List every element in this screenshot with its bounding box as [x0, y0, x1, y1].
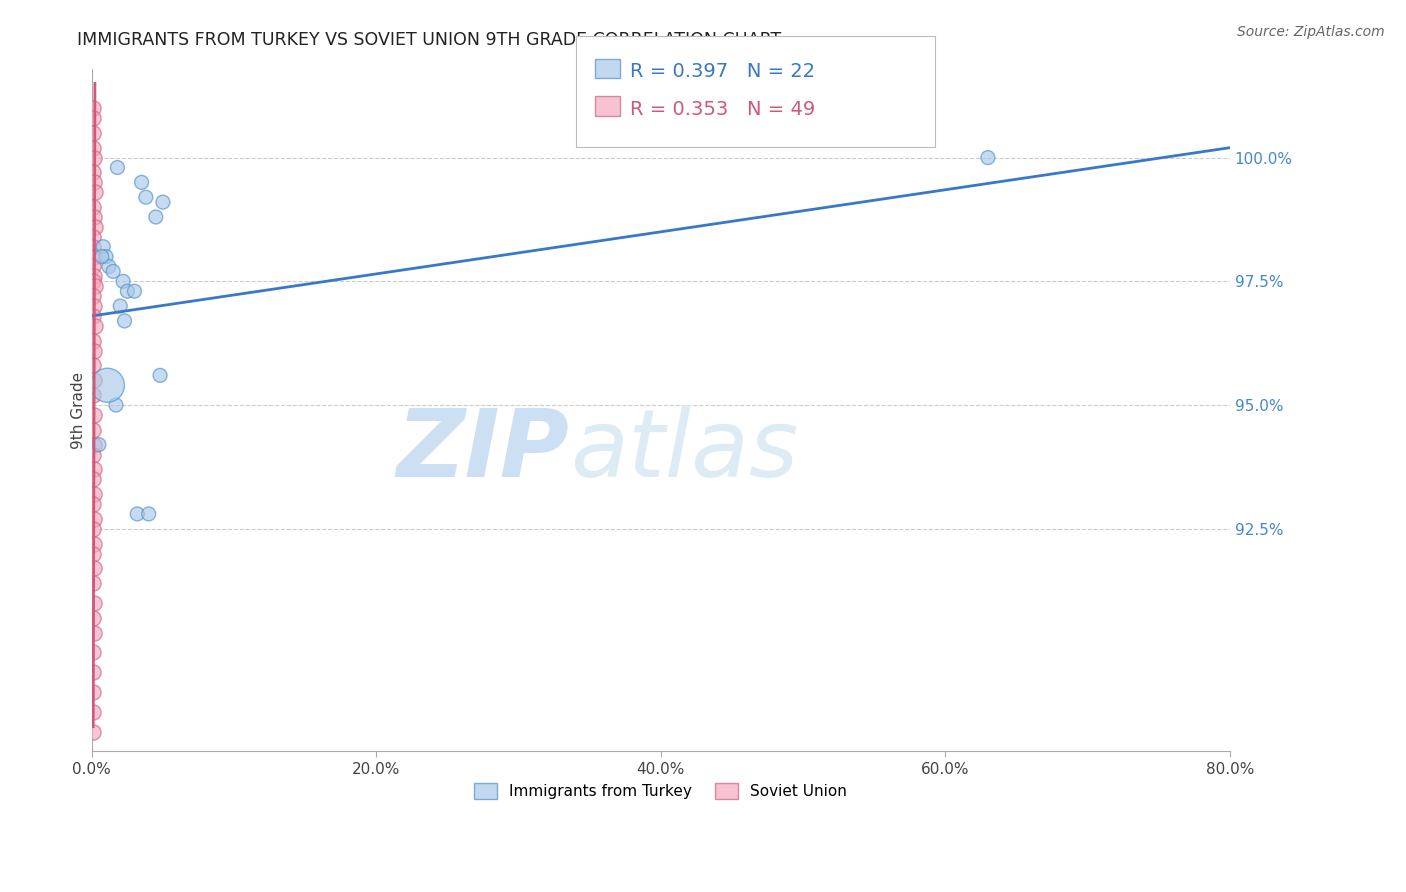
Point	[82, 547, 104, 561]
Point	[82, 101, 104, 115]
Point	[110, 299, 132, 313]
Point	[82, 229, 104, 244]
Text: R = 0.353   N = 49: R = 0.353 N = 49	[630, 100, 815, 119]
Y-axis label: 9th Grade: 9th Grade	[72, 371, 86, 449]
Point	[131, 175, 153, 189]
Point	[83, 269, 105, 284]
Point	[82, 200, 104, 214]
Point	[82, 665, 104, 680]
Point	[82, 724, 104, 739]
Point	[82, 260, 104, 274]
Point	[145, 210, 167, 224]
Point	[82, 141, 104, 155]
Point	[83, 462, 105, 476]
Text: ZIP: ZIP	[396, 405, 569, 497]
Point	[114, 314, 136, 328]
Point	[82, 111, 104, 125]
Point	[83, 408, 105, 422]
Point	[105, 161, 128, 175]
Point	[97, 260, 120, 274]
Point	[977, 151, 1000, 165]
Point	[82, 472, 104, 486]
Point	[82, 388, 104, 402]
Point	[83, 512, 105, 526]
Point	[82, 274, 104, 288]
Point	[83, 536, 105, 550]
Point	[101, 264, 124, 278]
Point	[82, 334, 104, 348]
Point	[82, 448, 104, 462]
Text: atlas: atlas	[569, 406, 799, 497]
Point	[83, 437, 105, 451]
Point	[87, 437, 110, 451]
Point	[117, 284, 139, 298]
Point	[82, 289, 104, 303]
Point	[83, 596, 105, 610]
Point	[124, 284, 146, 298]
Point	[138, 507, 160, 521]
Point	[83, 561, 105, 575]
Point	[91, 240, 114, 254]
Point	[112, 274, 135, 288]
Point	[83, 487, 105, 501]
Point	[82, 240, 104, 254]
Point	[82, 576, 104, 591]
Text: Source: ZipAtlas.com: Source: ZipAtlas.com	[1237, 25, 1385, 39]
Point	[83, 210, 105, 224]
Point	[127, 507, 149, 521]
Point	[83, 343, 105, 358]
Legend: Immigrants from Turkey, Soviet Union: Immigrants from Turkey, Soviet Union	[468, 777, 853, 805]
Point	[82, 497, 104, 511]
Point	[83, 318, 105, 333]
Point	[83, 299, 105, 313]
Point	[90, 250, 112, 264]
Text: IMMIGRANTS FROM TURKEY VS SOVIET UNION 9TH GRADE CORRELATION CHART: IMMIGRANTS FROM TURKEY VS SOVIET UNION 9…	[77, 31, 782, 49]
Point	[94, 250, 117, 264]
Point	[83, 279, 105, 293]
Point	[152, 195, 174, 210]
Point	[83, 151, 105, 165]
Point	[149, 368, 172, 383]
Point	[104, 398, 127, 412]
Point	[135, 190, 157, 204]
Point	[82, 685, 104, 699]
Point	[83, 250, 105, 264]
Text: R = 0.397   N = 22: R = 0.397 N = 22	[630, 62, 815, 81]
Point	[82, 705, 104, 719]
Point	[82, 359, 104, 373]
Point	[82, 165, 104, 179]
Point	[83, 219, 105, 234]
Point	[96, 378, 118, 392]
Point	[82, 522, 104, 536]
Point	[83, 186, 105, 200]
Point	[83, 175, 105, 189]
Point	[83, 373, 105, 387]
Point	[82, 611, 104, 625]
Point	[82, 309, 104, 323]
Point	[83, 625, 105, 640]
Point	[82, 126, 104, 140]
Point	[82, 423, 104, 437]
Point	[82, 645, 104, 659]
